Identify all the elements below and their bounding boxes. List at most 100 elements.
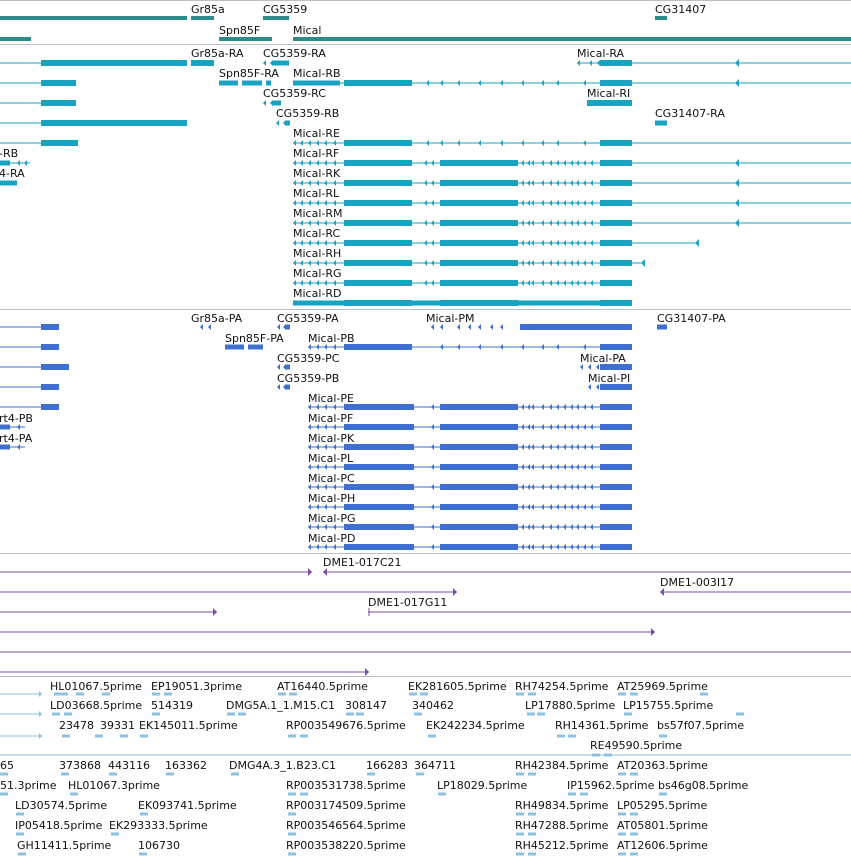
- gene-label[interactable]: Mical: [293, 24, 322, 37]
- est-label[interactable]: RP003546564.5prime: [286, 819, 406, 832]
- transcript-label[interactable]: Mical-RB: [293, 67, 341, 80]
- est-label[interactable]: HL01067.3prime: [68, 779, 160, 792]
- transcript-label[interactable]: Gr85a-RA: [191, 47, 244, 60]
- protein-label[interactable]: Mical-PA: [580, 352, 626, 365]
- est-label[interactable]: RH42384.5prime: [515, 759, 609, 772]
- est-label[interactable]: 39331: [100, 719, 135, 732]
- protein-label[interactable]: CG5359-PA: [277, 312, 339, 325]
- est-label[interactable]: AT05801.5prime: [617, 819, 708, 832]
- protein-label[interactable]: Mical-PK: [308, 432, 355, 445]
- est-label[interactable]: RP003174509.5prime: [286, 799, 406, 812]
- protein-label[interactable]: CG5359-PB: [277, 372, 340, 385]
- transcript-label[interactable]: 4-RA: [0, 167, 25, 180]
- gene-label[interactable]: Spn85F: [219, 24, 261, 37]
- transcript-label[interactable]: Spn85F-RA: [219, 67, 279, 80]
- protein-label[interactable]: Mical-PG: [308, 512, 356, 525]
- est-label[interactable]: AT20363.5prime: [617, 759, 708, 772]
- est-label[interactable]: GH11411.5prime: [17, 839, 112, 852]
- est-label[interactable]: EK093741.5prime: [138, 799, 237, 812]
- protein-label[interactable]: Mical-PF: [308, 412, 354, 425]
- protein-label[interactable]: Mical-PB: [308, 332, 355, 345]
- est-label[interactable]: bs57f07.5prime: [657, 719, 745, 732]
- transcript-label[interactable]: Mical-RG: [293, 267, 342, 280]
- transcript-label[interactable]: Mical-RM: [293, 207, 343, 220]
- protein-label[interactable]: rt4-PB: [0, 412, 33, 425]
- est-label[interactable]: 65: [0, 759, 14, 772]
- est-label[interactable]: bs46g08.5prime: [658, 779, 749, 792]
- transcript-label[interactable]: Mical-RI: [587, 87, 631, 100]
- est-label[interactable]: RH74254.5prime: [515, 680, 609, 693]
- transcript-label[interactable]: Mical-RE: [293, 127, 340, 140]
- est-label[interactable]: RP003549676.5prime: [286, 719, 406, 732]
- gene-label[interactable]: Gr85a: [191, 3, 225, 16]
- protein-label[interactable]: Gr85a-PA: [191, 312, 243, 325]
- protein-label[interactable]: CG31407-PA: [657, 312, 726, 325]
- protein-label[interactable]: Mical-PL: [308, 452, 354, 465]
- protein-label[interactable]: Mical-PI: [588, 372, 631, 385]
- est-label[interactable]: RP003538220.5prime: [286, 839, 406, 852]
- bac-label[interactable]: DME1-003I17: [660, 576, 735, 589]
- est-label[interactable]: 340462: [412, 699, 454, 712]
- protein-label[interactable]: CG5359-PC: [277, 352, 340, 365]
- protein-label[interactable]: Spn85F-PA: [225, 332, 284, 345]
- est-label[interactable]: 514319: [151, 699, 193, 712]
- est-label[interactable]: 364711: [414, 759, 456, 772]
- est-label[interactable]: 166283: [366, 759, 408, 772]
- est-label[interactable]: RH47288.5prime: [515, 819, 609, 832]
- transcript-label[interactable]: CG5359-RC: [263, 87, 326, 100]
- est-label[interactable]: AT16440.5prime: [277, 680, 368, 693]
- est-label[interactable]: AT12606.5prime: [617, 839, 708, 852]
- est-label[interactable]: EK145011.5prime: [139, 719, 238, 732]
- protein-label[interactable]: Mical-PH: [308, 492, 356, 505]
- transcript-label[interactable]: Mical-RL: [293, 187, 340, 200]
- protein-label[interactable]: Mical-PC: [308, 472, 355, 485]
- est-label[interactable]: 443116: [108, 759, 150, 772]
- est-label[interactable]: 163362: [165, 759, 207, 772]
- transcript-label[interactable]: CG5359-RA: [263, 47, 326, 60]
- bac-label[interactable]: DME1-017C21: [323, 556, 402, 569]
- transcript-label[interactable]: CG5359-RB: [276, 107, 340, 120]
- est-label[interactable]: LP17880.5prime: [525, 699, 616, 712]
- est-label[interactable]: RH45212.5prime: [515, 839, 609, 852]
- protein-label[interactable]: Mical-PM: [426, 312, 475, 325]
- gene-label[interactable]: CG5359: [263, 3, 308, 16]
- transcript-label[interactable]: CG31407-RA: [655, 107, 725, 120]
- est-label[interactable]: LD03668.5prime: [50, 699, 143, 712]
- est-label[interactable]: EK281605.5prime: [408, 680, 507, 693]
- est-label[interactable]: EK242234.5prime: [426, 719, 525, 732]
- est-label[interactable]: LP18029.5prime: [437, 779, 528, 792]
- est-label[interactable]: EP19051.3prime: [151, 680, 243, 693]
- est-label[interactable]: AT25969.5prime: [617, 680, 708, 693]
- est-label[interactable]: IP05418.5prime: [15, 819, 103, 832]
- est-label[interactable]: LP15755.5prime: [623, 699, 714, 712]
- protein-label[interactable]: Mical-PD: [308, 532, 356, 545]
- transcript-label[interactable]: Mical-RH: [293, 247, 342, 260]
- est-label[interactable]: LD30574.5prime: [15, 799, 108, 812]
- strand-arrow: [541, 160, 544, 166]
- est-label[interactable]: 308147: [345, 699, 387, 712]
- transcript-label[interactable]: Mical-RA: [577, 47, 625, 60]
- protein-label[interactable]: rt4-PA: [0, 432, 33, 445]
- transcript-label[interactable]: Mical-RC: [293, 227, 341, 240]
- est-label[interactable]: RE49590.5prime: [590, 739, 683, 752]
- est-label[interactable]: 23478: [59, 719, 94, 732]
- gene-label[interactable]: CG31407: [655, 3, 707, 16]
- est-label[interactable]: HL01067.5prime: [50, 680, 142, 693]
- est-label[interactable]: RP003531738.5prime: [286, 779, 406, 792]
- est-label[interactable]: LP05295.5prime: [617, 799, 708, 812]
- protein-label[interactable]: Mical-PE: [308, 392, 354, 405]
- est-label[interactable]: 51.3prime: [0, 779, 57, 792]
- est-label[interactable]: EK293333.5prime: [109, 819, 208, 832]
- est-label[interactable]: IP15962.5prime: [567, 779, 655, 792]
- transcript-label[interactable]: Mical-RD: [293, 287, 342, 300]
- transcript-label[interactable]: -RB: [0, 147, 19, 160]
- bac-label[interactable]: DME1-017G11: [368, 596, 448, 609]
- est-label[interactable]: RH14361.5prime: [555, 719, 649, 732]
- est-label[interactable]: 373868: [59, 759, 101, 772]
- est-label[interactable]: DMG5A.1_1.M15.C1: [226, 699, 335, 712]
- transcript-label[interactable]: Mical-RF: [293, 147, 340, 160]
- est-label[interactable]: RH49834.5prime: [515, 799, 609, 812]
- transcript-label[interactable]: Mical-RK: [293, 167, 341, 180]
- est-label[interactable]: DMG4A.3_1.B23.C1: [229, 759, 337, 772]
- est-label[interactable]: 106730: [138, 839, 180, 852]
